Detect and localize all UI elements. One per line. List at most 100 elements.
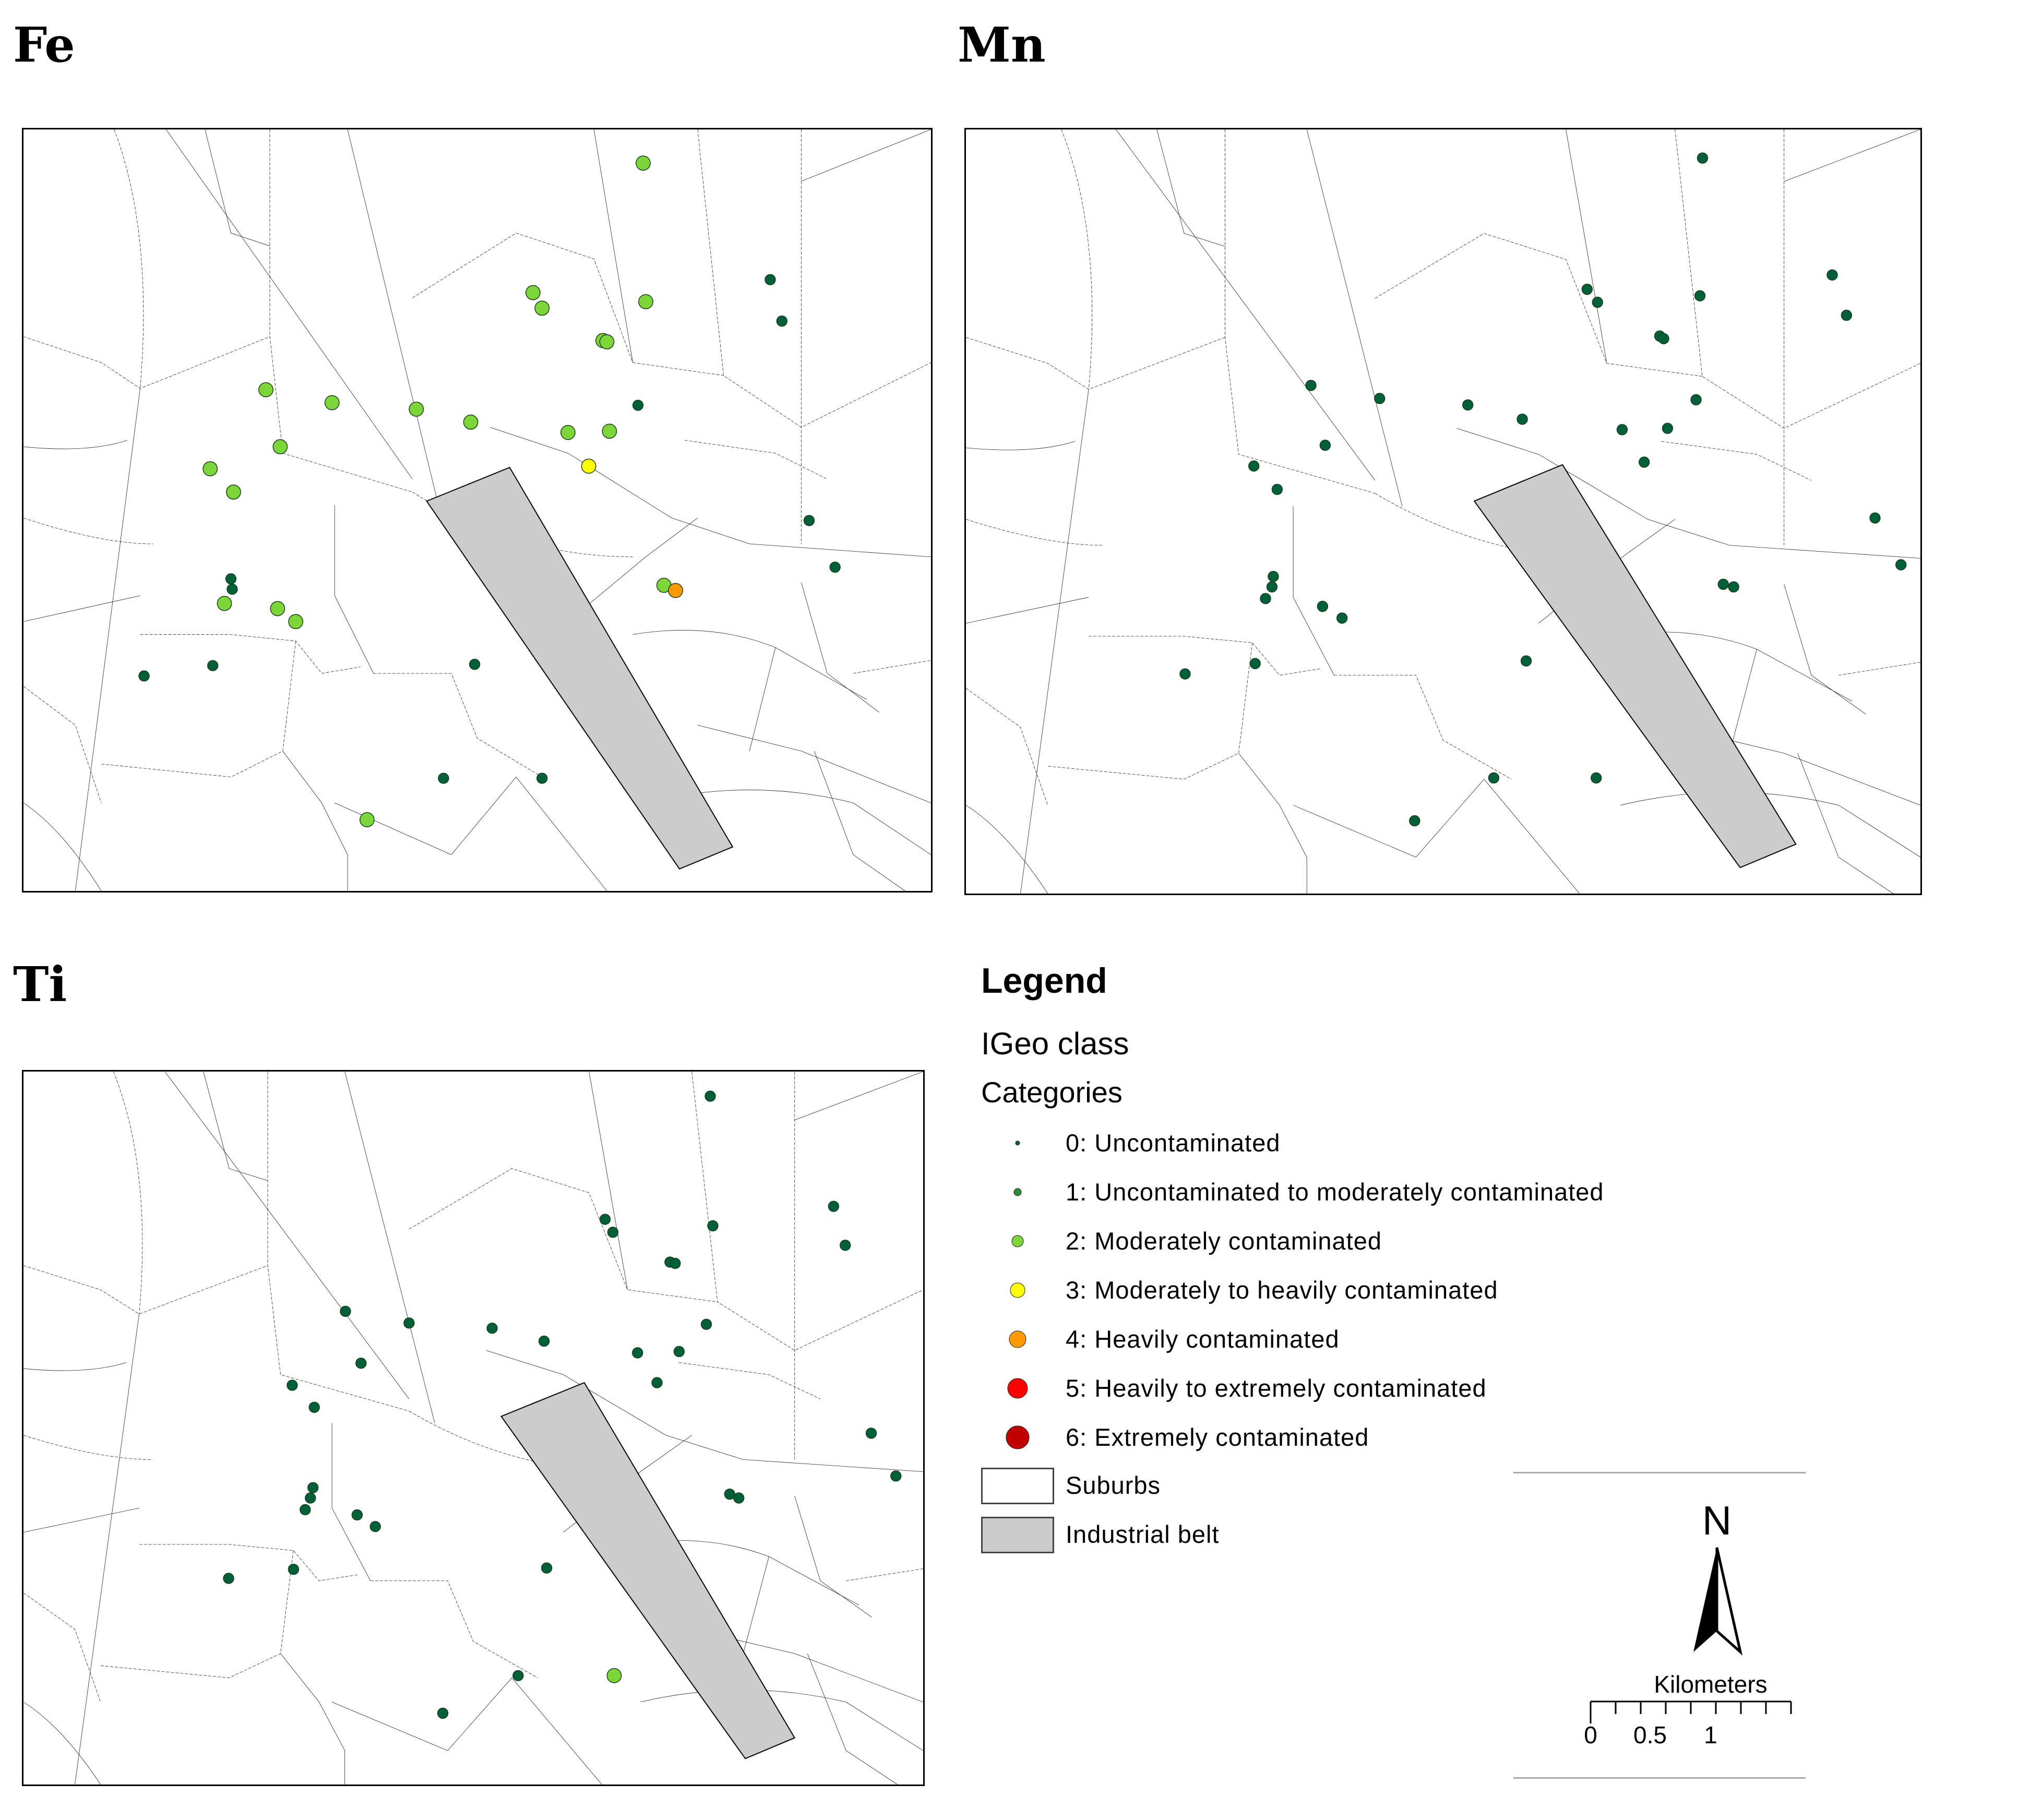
sample-point-mn-17 <box>1248 460 1260 472</box>
suburb-boundary <box>966 688 1048 805</box>
sample-point-mn-26 <box>1717 578 1729 590</box>
legend-industrial-belt: Industrial belt <box>981 1514 1868 1555</box>
frame-rule-bottom <box>1513 1777 1806 1779</box>
legend-class-6-label: 6: Extremely contaminated <box>1066 1423 1369 1451</box>
sample-point-ti-16 <box>651 1377 663 1388</box>
sample-point-mn-10 <box>1462 399 1474 411</box>
legend-class-3-label: 3: Moderately to heavily contaminated <box>1066 1276 1498 1304</box>
sample-point-ti-20 <box>890 1470 902 1482</box>
suburb-boundary <box>692 1072 923 1350</box>
sample-point-fe-2 <box>525 285 541 301</box>
suburb-boundary <box>448 1678 602 1785</box>
suburb-boundary <box>23 1363 126 1371</box>
scale-unit-label: Kilometers <box>1654 1671 1767 1698</box>
suburb-boundary <box>101 1551 293 1678</box>
sample-point-ti-13 <box>632 1347 643 1359</box>
sample-point-fe-7 <box>599 334 615 350</box>
suburb-boundary <box>1116 129 1375 480</box>
class-2-symbol <box>1011 1235 1024 1247</box>
sample-point-fe-32 <box>536 772 548 784</box>
north-arrow-and-scale: N Kilometers 0 0.5 1 <box>1513 1472 1806 1785</box>
suburb-boundary <box>802 129 931 181</box>
suburb-boundary <box>966 442 1075 450</box>
sample-point-ti-21 <box>307 1482 319 1493</box>
suburb-boundary <box>490 427 749 544</box>
suburb-boundary <box>75 1314 139 1785</box>
sample-point-ti-17 <box>286 1379 298 1391</box>
suburb-boundary <box>1293 805 1416 858</box>
class-4-symbol <box>1009 1330 1026 1348</box>
sample-point-mn-23 <box>1260 593 1271 604</box>
suburb-boundary <box>1021 389 1089 894</box>
map-fe-suburbs <box>23 129 931 891</box>
suburb-boundary <box>451 777 607 891</box>
legend-class-3: 3: Moderately to heavily contaminated <box>981 1269 1868 1311</box>
sample-point-fe-14 <box>602 423 617 439</box>
suburb-boundary <box>1293 506 1334 675</box>
sample-point-fe-15 <box>581 458 596 474</box>
sample-point-mn-9 <box>1374 392 1386 405</box>
suburb-boundary <box>281 1654 345 1785</box>
legend-class-1: 1: Uncontaminated to moderately contamin… <box>981 1171 1868 1213</box>
sample-point-ti-3 <box>707 1220 719 1232</box>
sample-point-mn-2 <box>1592 296 1603 308</box>
map-mn-samples <box>1179 152 1907 827</box>
legend-title: Legend <box>981 961 1107 1001</box>
suburb-boundary <box>139 1544 358 1581</box>
sample-point-fe-24 <box>270 601 285 616</box>
suburb-boundary <box>23 686 101 803</box>
class-5-symbol <box>1007 1378 1028 1399</box>
sample-point-fe-0 <box>636 156 651 171</box>
compass-and-scale-graphic: N Kilometers 0 0.5 1 <box>1584 1497 1792 1748</box>
sample-point-fe-19 <box>803 515 815 527</box>
suburb-boundary <box>633 630 866 699</box>
sample-point-fe-5 <box>776 315 787 327</box>
suburb-boundary <box>966 337 1225 389</box>
suburb-boundary <box>348 129 438 505</box>
suburb-boundary <box>802 582 879 712</box>
sample-point-ti-31 <box>512 1670 524 1682</box>
sample-point-mn-32 <box>1591 772 1602 784</box>
suburb-boundary <box>1457 429 1730 545</box>
suburb-boundary <box>114 129 144 388</box>
sample-point-ti-8 <box>340 1305 351 1317</box>
class-3-symbol <box>1010 1282 1025 1298</box>
suburb-boundary <box>594 129 633 363</box>
sample-point-ti-23 <box>300 1504 311 1516</box>
suburb-boundary <box>853 660 931 673</box>
sample-point-ti-19 <box>865 1428 877 1439</box>
sample-point-ti-33 <box>437 1707 449 1719</box>
suburb-boundary <box>1662 442 1811 481</box>
frame-rule-top <box>1513 1472 1806 1473</box>
suburb-boundary <box>1566 129 1607 363</box>
sample-point-mn-19 <box>1869 512 1881 524</box>
suburb-boundary <box>1375 493 1607 558</box>
sample-point-ti-7 <box>670 1257 681 1269</box>
sample-point-fe-31 <box>438 772 449 784</box>
panel-title-fe: Fe <box>13 17 75 73</box>
suburb-boundary <box>374 673 542 777</box>
suburb-boundary <box>1048 643 1252 779</box>
sample-point-fe-25 <box>288 614 304 629</box>
scale-tick-0-5: 0.5 <box>1633 1721 1667 1748</box>
panel-title-ti: Ti <box>13 956 67 1013</box>
sample-point-mn-16 <box>1638 456 1650 468</box>
suburb-boundary <box>283 751 348 891</box>
sample-point-ti-12 <box>700 1318 712 1330</box>
suburb-boundary <box>807 1654 897 1785</box>
sample-point-mn-29 <box>1249 658 1261 670</box>
suburb-boundary <box>743 1459 923 1471</box>
legend-class-6: 6: Extremely contaminated <box>981 1417 1868 1458</box>
suburb-boundary <box>589 1072 628 1290</box>
class-6-symbol <box>1006 1425 1030 1449</box>
sample-point-fe-33 <box>359 812 375 827</box>
sample-point-ti-10 <box>486 1323 498 1334</box>
suburb-boundary <box>1157 129 1225 246</box>
scale-tick-1: 1 <box>1704 1721 1717 1748</box>
sample-point-fe-3 <box>534 301 550 316</box>
suburb-boundary <box>568 518 697 622</box>
suburb-boundary <box>205 129 270 246</box>
suburb-boundary <box>1729 545 1920 558</box>
suburb-boundary <box>814 751 905 891</box>
sample-point-mn-8 <box>1305 379 1317 391</box>
